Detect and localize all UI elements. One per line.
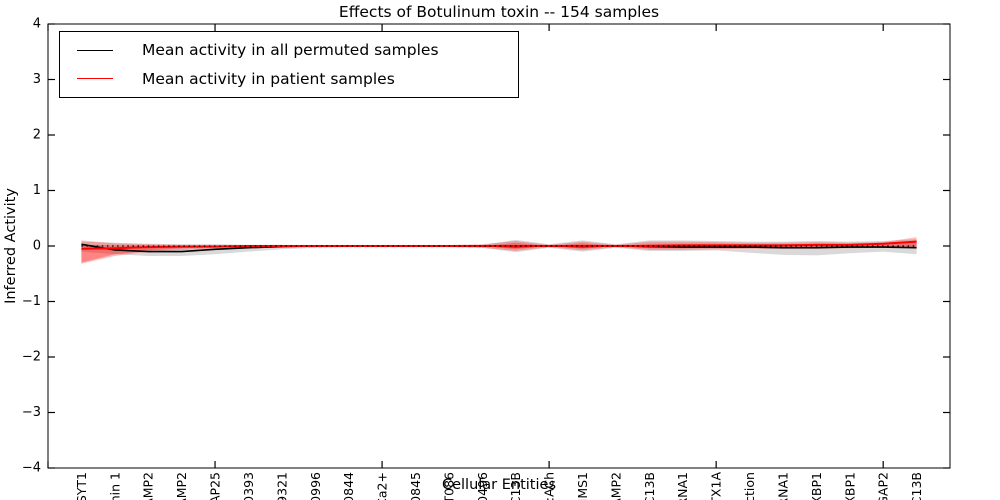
x-category-label: RIMS1 <box>575 472 590 500</box>
x-category-label: UNC13B <box>508 472 523 500</box>
band-permuted-samples-range <box>81 239 917 256</box>
x-category-label: RIMS1/UNC13B <box>642 472 657 500</box>
x-category-label: UniProt:P30996 <box>308 472 323 500</box>
y-tick-label: −1 <box>22 294 41 309</box>
y-tick-label: 1 <box>33 183 41 198</box>
y-tick-label: −2 <box>22 350 41 365</box>
x-category-label: SNAP25 <box>208 472 223 500</box>
x-category-label: STXIA/STXBP1 <box>842 472 857 500</box>
x-category-label: mol:Ca2+ <box>375 472 390 500</box>
legend-item-permuted: Mean activity in all permuted samples <box>60 37 518 63</box>
chart-title: Effects of Botulinum toxin -- 154 sample… <box>338 3 660 21</box>
x-category-label: UniProt:P10845 <box>408 472 423 500</box>
band-patient-samples-range-outer <box>81 237 917 264</box>
x-category-label: VAMP2 <box>608 472 623 500</box>
x-category-label: RAB3GAP2 <box>876 472 891 500</box>
x-category-label: RAB3GAP2/RIMS1/UNC13B <box>909 472 924 500</box>
y-tick-label: 2 <box>33 128 41 143</box>
x-category-label: UniProt:P19321 <box>274 472 289 500</box>
legend-item-patient: Mean activity in patient samples <box>60 66 518 92</box>
y-tick-label: −4 <box>22 461 41 476</box>
x-category-label: UniProt:P10844 <box>341 472 356 500</box>
x-category-label: STX1A/SNAP25 fragment 1/VAMP2 <box>141 472 156 500</box>
patient-line-swatch <box>77 78 113 80</box>
y-axis-label: Inferred Activity <box>3 188 19 304</box>
x-category-label: mol:ACh <box>542 472 557 500</box>
legend: Mean activity in all permuted samples Me… <box>59 31 519 98</box>
x-category-label: STX1A/SNAP25/VAMP2 <box>174 472 189 500</box>
y-tick-label: 4 <box>33 17 41 32</box>
x-category-label: CST086 <box>441 472 456 500</box>
x-category-label: CHRNA1 <box>675 472 690 500</box>
y-tick-label: 3 <box>33 72 41 87</box>
x-category-label: ACh/Synaptotagmin 1 <box>107 472 122 500</box>
x-category-label: SYT1 <box>74 472 89 500</box>
permuted-line-swatch <box>77 49 113 51</box>
legend-label-patient: Mean activity in patient samples <box>142 69 395 88</box>
x-axis-label: Cellular Entities <box>441 477 557 493</box>
legend-label-permuted: Mean activity in all permuted samples <box>142 41 439 60</box>
x-category-label: muscle contraction <box>742 472 757 500</box>
y-tick-label: 0 <box>33 239 41 254</box>
x-category-label: STXBP1 <box>809 472 824 500</box>
x-category-label: ACh/CHRNA1 <box>775 472 790 500</box>
x-category-label: UniProt:Q00496 <box>475 472 490 500</box>
x-category-label: STX1A <box>709 472 724 500</box>
x-category-label: UniProt:Q60393 <box>241 472 256 500</box>
y-tick-label: −3 <box>22 405 41 420</box>
